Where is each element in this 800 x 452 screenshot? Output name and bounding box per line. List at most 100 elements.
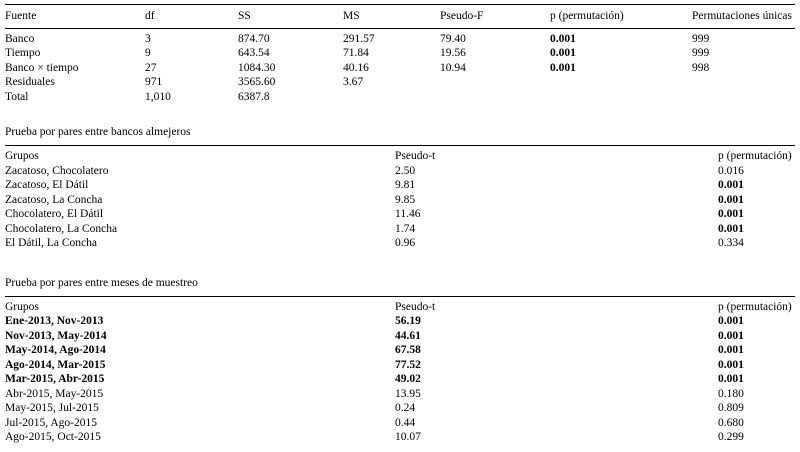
- table-row: El Dátil, La Concha 0.96 0.334: [5, 236, 795, 251]
- table-row: Chocolatero, La Concha 1.74 0.001: [5, 222, 795, 237]
- cell-p-value: 0.001: [718, 222, 744, 235]
- cell-p-value: 0.001: [550, 47, 576, 59]
- cell-grupos: Zacatoso, El Dátil: [5, 179, 89, 191]
- cell-grupos: Mar-2015, Abr-2015: [5, 373, 105, 385]
- cell-unique-permutations: 999: [692, 32, 710, 45]
- col-header-p-permutation: p (permutación): [550, 4, 692, 29]
- cell-p-value: 0.334: [718, 237, 744, 249]
- cell-ms: 291.57: [343, 32, 375, 45]
- table-row: Mar-2015, Abr-2015 49.02 0.001: [5, 372, 795, 387]
- col-header-p-permutation: p (permutación): [718, 300, 792, 313]
- cell-p-value: 0.001: [718, 193, 744, 206]
- cell-pseudo-t: 9.85: [395, 193, 416, 206]
- col-header-p-permutation: p (permutación): [718, 150, 792, 162]
- cell-pseudo-t: 56.19: [395, 315, 421, 327]
- cell-p-value: 0.016: [718, 164, 744, 177]
- cell-ss: 874.70: [238, 32, 270, 45]
- cell-grupos: May-2015, Jul-2015: [5, 402, 99, 414]
- cell-p-value: 0.001: [550, 32, 576, 45]
- table-row: Abr-2015, May-2015 13.95 0.180: [5, 387, 795, 402]
- cell-grupos: Ene-2013, Nov-2013: [5, 315, 104, 327]
- cell-grupos: Zacatoso, Chocolatero: [5, 164, 109, 177]
- cell-ss: 3565.60: [238, 76, 276, 88]
- pairwise-banks-table: Grupos Pseudo-t p (permutación) Zacatoso…: [5, 145, 795, 251]
- cell-grupos: Ago-2015, Oct-2015: [5, 431, 101, 443]
- cell-pseudo-t: 77.52: [395, 358, 421, 371]
- cell-df: 3: [145, 32, 151, 45]
- cell-fuente: Residuales: [5, 76, 55, 88]
- table-row: Zacatoso, Chocolatero 2.50 0.016: [5, 164, 795, 179]
- table-row: Chocolatero, El Dátil 11.46 0.001: [5, 207, 795, 222]
- cell-grupos: Zacatoso, La Concha: [5, 193, 103, 206]
- cell-ms: 3.67: [343, 76, 364, 88]
- col-header-unique-permutations: Permutaciones únicas: [692, 4, 795, 29]
- cell-fuente: Banco × tiempo: [5, 61, 79, 74]
- section-title-pairwise-banks: Prueba por pares entre bancos almejeros: [5, 126, 191, 138]
- cell-grupos: El Dátil, La Concha: [5, 237, 97, 249]
- cell-p-value: 0.001: [550, 61, 576, 74]
- cell-p-value: 0.001: [718, 179, 744, 191]
- col-header-pseudo-t: Pseudo-t: [395, 150, 436, 162]
- table-row: Ene-2013, Nov-2013 56.19 0.001: [5, 314, 795, 329]
- pairwise-months-header-row: Grupos Pseudo-t p (permutación): [5, 296, 795, 314]
- cell-pseudo-t: 0.24: [395, 402, 416, 414]
- cell-unique-permutations: [692, 90, 795, 109]
- table-row: Ago-2015, Oct-2015 10.07 0.299: [5, 430, 795, 452]
- cell-grupos: Ago-2014, Mar-2015: [5, 358, 106, 371]
- col-header-ss: SS: [238, 4, 343, 29]
- cell-pseudo-f: 19.56: [440, 47, 466, 59]
- section-title-pairwise-months: Prueba por pares entre meses de muestreo: [5, 276, 198, 289]
- cell-p-value: [550, 75, 692, 90]
- cell-ss: 643.54: [238, 47, 270, 59]
- cell-grupos: May-2014, Ago-2014: [5, 344, 106, 356]
- col-header-grupos: Grupos: [5, 300, 39, 313]
- cell-pseudo-t: 9.81: [395, 179, 416, 191]
- cell-unique-permutations: 999: [692, 47, 710, 59]
- col-header-grupos: Grupos: [5, 150, 39, 162]
- cell-df: 27: [145, 61, 157, 74]
- table-row: Residuales 971 3565.60 3.67: [5, 75, 795, 90]
- cell-df: 1,010: [145, 90, 171, 103]
- cell-pseudo-t: 1.74: [395, 222, 416, 235]
- cell-grupos: Chocolatero, El Dátil: [5, 208, 104, 220]
- col-header-ms: MS: [343, 4, 440, 29]
- cell-pseudo-t: 49.02: [395, 373, 421, 385]
- table-row: Total 1,010 6387.8: [5, 90, 795, 109]
- cell-p-value: 0.809: [718, 402, 744, 414]
- cell-ss: 1084.30: [238, 61, 276, 74]
- cell-unique-permutations: 998: [692, 61, 710, 74]
- cell-ss: 6387.8: [238, 90, 270, 103]
- pairwise-banks-header-row: Grupos Pseudo-t p (permutación): [5, 146, 795, 164]
- cell-p-value: 0.001: [718, 344, 744, 356]
- table-row: May-2014, Ago-2014 67.58 0.001: [5, 343, 795, 358]
- cell-p-value: 0.180: [718, 387, 744, 400]
- cell-df: 9: [145, 47, 151, 59]
- cell-pseudo-t: 13.95: [395, 387, 421, 400]
- cell-p-value: 0.001: [718, 373, 744, 385]
- table-row: Zacatoso, La Concha 9.85 0.001: [5, 193, 795, 208]
- cell-pseudo-f: 10.94: [440, 61, 466, 74]
- col-header-pseudo-t: Pseudo-t: [395, 300, 436, 313]
- cell-unique-permutations: [692, 75, 795, 90]
- cell-p-value: [550, 90, 692, 109]
- table-row: May-2015, Jul-2015 0.24 0.809: [5, 401, 795, 416]
- cell-grupos: Abr-2015, May-2015: [5, 387, 104, 400]
- cell-fuente: Tiempo: [5, 47, 41, 59]
- table-row: Banco 3 874.70 291.57 79.40 0.001 999: [5, 28, 795, 46]
- cell-pseudo-t: 2.50: [395, 164, 416, 177]
- table-row: Nov-2013, May-2014 44.61 0.001: [5, 329, 795, 344]
- cell-p-value: 0.001: [718, 358, 744, 371]
- pairwise-months-table: Grupos Pseudo-t p (permutación) Ene-2013…: [5, 295, 795, 452]
- cell-pseudo-t: 44.61: [395, 329, 421, 342]
- cell-pseudo-t: 0.96: [395, 237, 416, 249]
- cell-p-value: 0.299: [718, 431, 744, 443]
- table-row: Banco × tiempo 27 1084.30 40.16 10.94 0.…: [5, 61, 795, 76]
- permanova-header-row: Fuente df SS MS Pseudo-F p (permutación)…: [5, 4, 795, 29]
- permanova-table: Fuente df SS MS Pseudo-F p (permutación)…: [5, 4, 795, 108]
- table-row: Zacatoso, El Dátil 9.81 0.001: [5, 178, 795, 193]
- cell-pseudo-t: 0.44: [395, 416, 416, 429]
- cell-p-value: 0.001: [718, 315, 744, 327]
- cell-pseudo-t: 10.07: [395, 431, 421, 443]
- col-header-fuente: Fuente: [5, 4, 145, 29]
